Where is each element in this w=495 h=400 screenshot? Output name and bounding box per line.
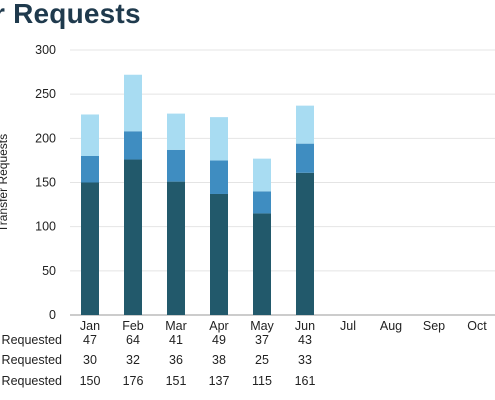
- table-row-label: s Requested: [0, 333, 62, 347]
- table-cell: 49: [212, 333, 226, 347]
- bar-segment: [296, 143, 314, 173]
- table-cell: 32: [126, 353, 140, 367]
- bar-segment: [296, 105, 314, 144]
- table-cell: 151: [166, 374, 187, 388]
- bar-segment: [81, 114, 99, 156]
- table-cell: 41: [169, 333, 183, 347]
- table-cell: 47: [83, 333, 97, 347]
- bar-segment: [296, 172, 314, 315]
- x-tick-label: Feb: [122, 319, 144, 333]
- table-row-label: s Requested: [0, 374, 62, 388]
- bar-segment: [124, 159, 142, 315]
- y-tick-label: 50: [42, 264, 56, 278]
- table-cell: 37: [255, 333, 269, 347]
- table-cell: 64: [126, 333, 140, 347]
- bar-segment: [167, 181, 185, 315]
- table-cell: 176: [123, 374, 144, 388]
- table-row-label: s Requested: [0, 353, 62, 367]
- bar-segment: [167, 149, 185, 182]
- x-tick-label: Aug: [380, 319, 402, 333]
- bar-segment: [124, 131, 142, 160]
- y-tick-label: 0: [49, 308, 56, 322]
- x-tick-label: Oct: [467, 319, 487, 333]
- y-tick-label: 250: [35, 87, 56, 101]
- y-tick-label: 150: [35, 176, 56, 190]
- table-cell: 150: [80, 374, 101, 388]
- y-tick-label: 100: [35, 220, 56, 234]
- table-cell: 33: [298, 353, 312, 367]
- bar-segment: [210, 193, 228, 315]
- table-cell: 115: [252, 374, 272, 388]
- x-tick-label: May: [250, 319, 274, 333]
- bar-segment: [210, 117, 228, 161]
- table-cell: 36: [169, 353, 183, 367]
- table-cell: 30: [83, 353, 97, 367]
- table-cell: 161: [295, 374, 316, 388]
- table-cell: 137: [209, 374, 230, 388]
- x-tick-label: Apr: [209, 319, 228, 333]
- bar-segment: [253, 191, 271, 214]
- y-axis-title: Transfer Requests: [0, 134, 10, 232]
- bar-segment: [167, 113, 185, 150]
- x-tick-label: Jun: [295, 319, 315, 333]
- bar-segment: [210, 160, 228, 194]
- x-tick-label: Jan: [80, 319, 100, 333]
- table-cell: 25: [255, 353, 269, 367]
- y-tick-label: 300: [35, 43, 56, 57]
- table-cell: 43: [298, 333, 312, 347]
- x-tick-label: Jul: [340, 319, 356, 333]
- bar-segment: [253, 213, 271, 315]
- bar-segment: [81, 156, 99, 183]
- y-tick-label: 200: [35, 131, 56, 145]
- bar-segment: [253, 158, 271, 192]
- bar-segment: [81, 182, 99, 315]
- chart-title: r Requests: [0, 0, 141, 29]
- table-cell: 38: [212, 353, 226, 367]
- bar-segment: [124, 74, 142, 132]
- x-tick-label: Sep: [423, 319, 445, 333]
- x-tick-label: Mar: [165, 319, 187, 333]
